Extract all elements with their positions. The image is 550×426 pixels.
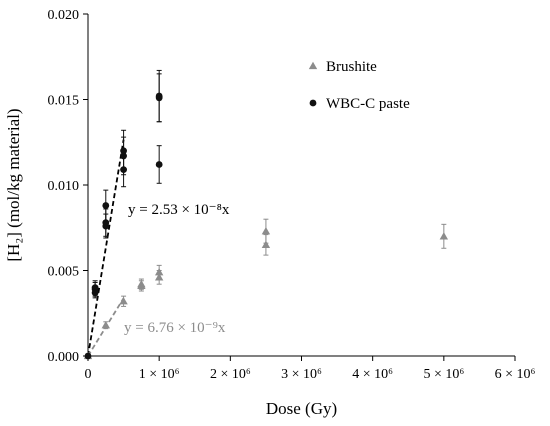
fit-equation-label: y = 6.76 × 10⁻⁹x [124, 320, 226, 336]
triangle-marker [119, 297, 128, 305]
triangle-marker [261, 226, 271, 235]
data-point [155, 69, 163, 123]
data-point [119, 295, 128, 307]
x-tick-label: 0 [85, 367, 92, 382]
y-tick-label: 0.015 [48, 94, 80, 109]
data-point [261, 218, 271, 244]
x-tick-label: 4 × 10⁶ [352, 367, 393, 382]
data-point [439, 223, 449, 249]
triangle-marker [439, 232, 449, 240]
y-tick-label: 0.020 [48, 8, 80, 23]
y-ticks: 0.000 0.005 0.010 0.015 0.020 [48, 8, 88, 365]
circle-marker [84, 352, 92, 360]
data-point [84, 352, 92, 360]
axes [87, 14, 515, 357]
y-tick-label: 0.005 [48, 265, 80, 280]
triangle-marker [261, 240, 271, 248]
x-tick-label: 5 × 10⁶ [423, 367, 464, 382]
data-point [155, 145, 163, 184]
legend-label: WBC-C paste [326, 96, 410, 112]
circle-marker [309, 99, 317, 107]
triangle-marker [154, 268, 164, 276]
x-tick-label: 2 × 10⁶ [210, 367, 251, 382]
legend-entry: WBC-C paste [309, 96, 410, 112]
data-point [101, 321, 110, 330]
fit-line [87, 139, 125, 357]
data-point [91, 280, 99, 295]
circle-marker [155, 92, 163, 100]
circle-marker [155, 161, 163, 168]
x-tick-label: 1 × 10⁶ [139, 367, 180, 382]
legend-label: Brushite [326, 59, 377, 75]
circle-marker [120, 147, 127, 155]
y-axis-title: [H₂] (mol/kg material) [4, 108, 23, 261]
data-point [154, 264, 164, 280]
x-ticks: 0 1 × 10⁶ 2 × 10⁶ 3 × 10⁶ 4 × 10⁶ 5 × 10⁶ 6 × … [85, 356, 536, 382]
triangle-marker [137, 279, 146, 288]
triangle-marker [101, 321, 110, 329]
legend: Brushite WBC-C paste [308, 59, 410, 112]
legend-entry: Brushite [308, 59, 377, 75]
triangle-marker [308, 61, 318, 70]
data-point [137, 278, 146, 290]
y-tick-label: 0.000 [48, 350, 80, 365]
circle-marker [91, 284, 99, 291]
data-point [120, 129, 127, 172]
x-tick-label: 6 × 10⁶ [495, 367, 536, 382]
fit-equation-label: y = 2.53 × 10⁻⁸x [128, 202, 230, 218]
x-tick-label: 3 × 10⁶ [281, 367, 322, 382]
y-tick-label: 0.010 [48, 179, 80, 194]
circle-marker [102, 202, 110, 209]
x-axis-title: Dose (Gy) [266, 399, 337, 418]
data-points [83, 69, 449, 360]
data-point [102, 189, 110, 222]
